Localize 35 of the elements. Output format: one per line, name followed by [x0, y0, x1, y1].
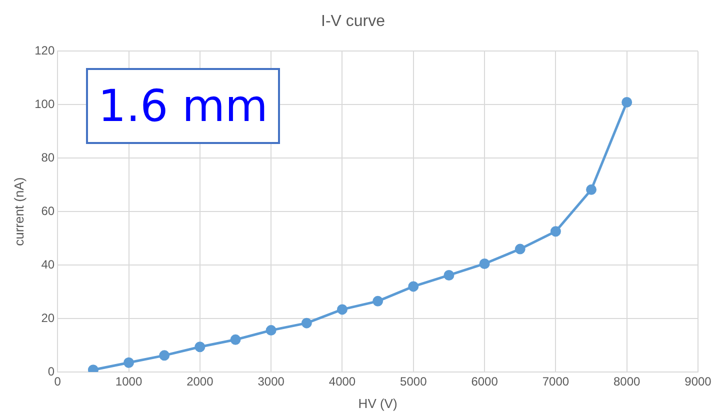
y-tick-label: 40 — [41, 257, 55, 272]
y-tick-label: 80 — [41, 150, 55, 164]
point — [622, 97, 632, 108]
point — [550, 226, 561, 237]
point — [372, 296, 384, 306]
point — [479, 258, 490, 269]
x-tick-label: 4000 — [328, 374, 356, 389]
x-tick-label: 7000 — [542, 374, 570, 389]
x-tick-label: 9000 — [684, 374, 712, 389]
y-tick-label: 60 — [41, 204, 55, 218]
x-tick-label: 6000 — [471, 374, 498, 389]
point — [586, 184, 597, 195]
point — [194, 342, 206, 352]
point — [301, 318, 312, 328]
y-tick-label: 0 — [48, 364, 55, 378]
x-axis-title: HV (V) — [358, 396, 398, 411]
annotation: 1.6 mm — [86, 68, 280, 144]
y-tick-label: 120 — [34, 44, 55, 58]
x-tick-label: 8000 — [613, 374, 641, 389]
point — [336, 304, 348, 315]
y-axis-title: current (nA) — [11, 177, 26, 246]
point — [408, 281, 419, 292]
x-tick-label: 2000 — [186, 374, 214, 389]
x-tick-label: 1000 — [115, 374, 142, 389]
y-tick-label: 100 — [34, 96, 55, 111]
x-tick-label: 5000 — [400, 374, 428, 389]
point — [444, 270, 454, 280]
point — [514, 244, 526, 254]
point — [230, 334, 241, 345]
point — [266, 325, 276, 336]
x-tick-label: 3000 — [258, 374, 285, 389]
y-tick-label: 20 — [41, 310, 55, 325]
chart-title: I-V curve — [320, 13, 386, 30]
point — [159, 350, 170, 361]
point — [124, 357, 134, 368]
